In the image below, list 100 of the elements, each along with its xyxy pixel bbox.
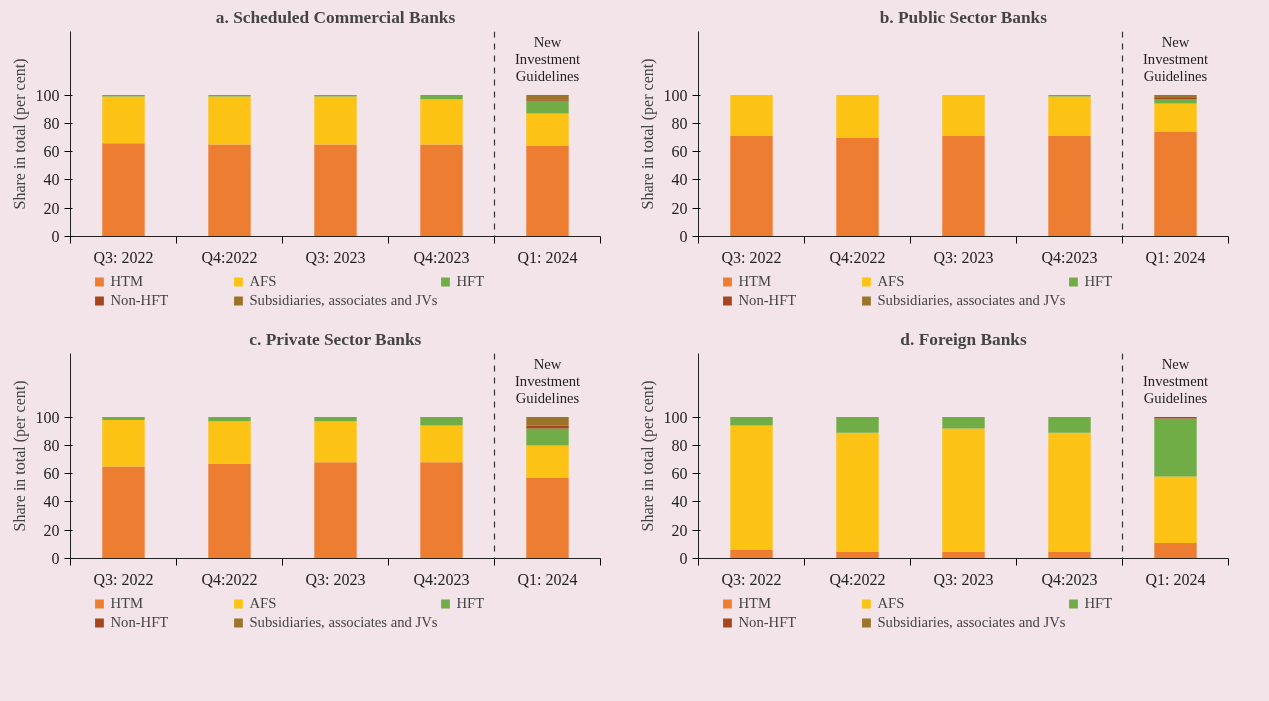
bar <box>1048 136 1091 237</box>
bar <box>420 462 463 559</box>
bar <box>208 421 251 464</box>
legend-label: HFT <box>456 273 486 290</box>
x-tick-label: Q1: 2024 <box>517 248 578 266</box>
bar <box>420 95 463 100</box>
x-tick-label: Q3: 2023 <box>933 570 994 588</box>
legend-label: Subsidiaries, associates and JVs <box>877 292 1066 309</box>
bar <box>314 96 357 145</box>
x-tick-label: Q3: 2022 <box>93 570 154 588</box>
legend-label: Non-HFT <box>738 614 798 631</box>
x-tick-label: Q1: 2024 <box>1145 248 1206 266</box>
bar <box>836 95 879 138</box>
y-axis-title: Share in total (per cent) <box>638 58 657 210</box>
y-tick-label: 40 <box>671 493 688 511</box>
x-tick-label: Q1: 2024 <box>1145 570 1206 588</box>
y-tick-label: 60 <box>671 465 688 483</box>
y-tick-label: 0 <box>51 550 60 567</box>
bar <box>526 445 569 478</box>
bar <box>1048 551 1091 559</box>
x-tick-label: Q3: 2022 <box>93 248 154 266</box>
legend-label: Non-HFT <box>738 292 798 309</box>
bar <box>420 417 463 426</box>
x-tick-label: Q4:2023 <box>1041 570 1098 588</box>
bar <box>942 417 985 429</box>
y-tick-label: 100 <box>663 408 688 426</box>
y-tick-label: 40 <box>43 171 60 189</box>
bar <box>1154 542 1197 559</box>
x-tick-label: Q3: 2022 <box>721 248 782 266</box>
legend-label: AFS <box>249 595 278 612</box>
y-axis-title: Share in total (per cent) <box>10 58 29 210</box>
bar <box>526 428 569 446</box>
bar <box>836 432 879 552</box>
legend-label: Subsidiaries, associates and JVs <box>877 614 1066 631</box>
bar <box>208 96 251 145</box>
chart-title: a. Scheduled Commercial Banks <box>215 7 456 27</box>
bar <box>526 95 569 100</box>
bar <box>730 425 773 551</box>
bar <box>420 425 463 463</box>
y-tick-label: 40 <box>671 171 688 189</box>
legend-label: HFT <box>1084 273 1114 290</box>
bar <box>1154 99 1197 104</box>
y-tick-label: 20 <box>43 199 60 217</box>
legend-label: HFT <box>456 595 486 612</box>
bar <box>942 551 985 559</box>
y-tick-label: 60 <box>43 143 60 161</box>
legend-label: AFS <box>877 273 906 290</box>
bar <box>526 100 569 114</box>
bar <box>836 551 879 559</box>
bar <box>526 146 569 237</box>
y-tick-label: 40 <box>43 493 60 511</box>
bar <box>730 136 773 237</box>
bar <box>1048 96 1091 137</box>
bar <box>102 466 145 559</box>
bar <box>526 113 569 147</box>
x-tick-label: Q4:2023 <box>413 570 470 588</box>
legend-label: HTM <box>738 595 773 612</box>
bar <box>942 136 985 237</box>
y-tick-label: 60 <box>671 143 688 161</box>
bar <box>314 417 357 422</box>
chart-title: c. Private Sector Banks <box>249 329 422 349</box>
bar <box>526 417 569 426</box>
bar <box>208 144 251 237</box>
y-tick-label: 60 <box>43 465 60 483</box>
bar <box>420 99 463 145</box>
chart-title: d. Foreign Banks <box>900 329 1027 349</box>
x-tick-label: Q3: 2022 <box>721 570 782 588</box>
x-tick-label: Q4:2023 <box>413 248 470 266</box>
legend-label: HTM <box>110 595 145 612</box>
y-tick-label: 100 <box>663 86 688 104</box>
bar <box>314 421 357 463</box>
x-tick-label: Q3: 2023 <box>305 570 366 588</box>
y-tick-label: 80 <box>43 436 60 454</box>
bar <box>102 419 145 467</box>
annotation: New Investment Guidelines <box>514 33 581 84</box>
legend-label: AFS <box>877 595 906 612</box>
bar <box>102 96 145 144</box>
x-tick-label: Q4:2022 <box>829 248 886 266</box>
bar <box>102 417 145 420</box>
x-tick-label: Q1: 2024 <box>517 570 578 588</box>
y-axis-title: Share in total (per cent) <box>638 380 657 532</box>
x-tick-label: Q4:2023 <box>1041 248 1098 266</box>
y-tick-label: 20 <box>671 199 688 217</box>
x-tick-label: Q4:2022 <box>829 570 886 588</box>
legend-label: Subsidiaries, associates and JVs <box>249 614 438 631</box>
y-tick-label: 0 <box>679 550 688 567</box>
bar <box>836 137 879 237</box>
bar <box>730 417 773 426</box>
bar <box>730 95 773 137</box>
bar <box>1048 417 1091 433</box>
legend-label: Subsidiaries, associates and JVs <box>249 292 438 309</box>
bar <box>1154 131 1197 237</box>
bar <box>836 417 879 433</box>
x-tick-label: Q3: 2023 <box>933 248 994 266</box>
legend-label: HTM <box>738 273 773 290</box>
y-tick-label: 0 <box>679 228 688 245</box>
bar <box>1154 418 1197 477</box>
bar <box>942 428 985 552</box>
bar <box>208 417 251 422</box>
bar <box>102 143 145 237</box>
